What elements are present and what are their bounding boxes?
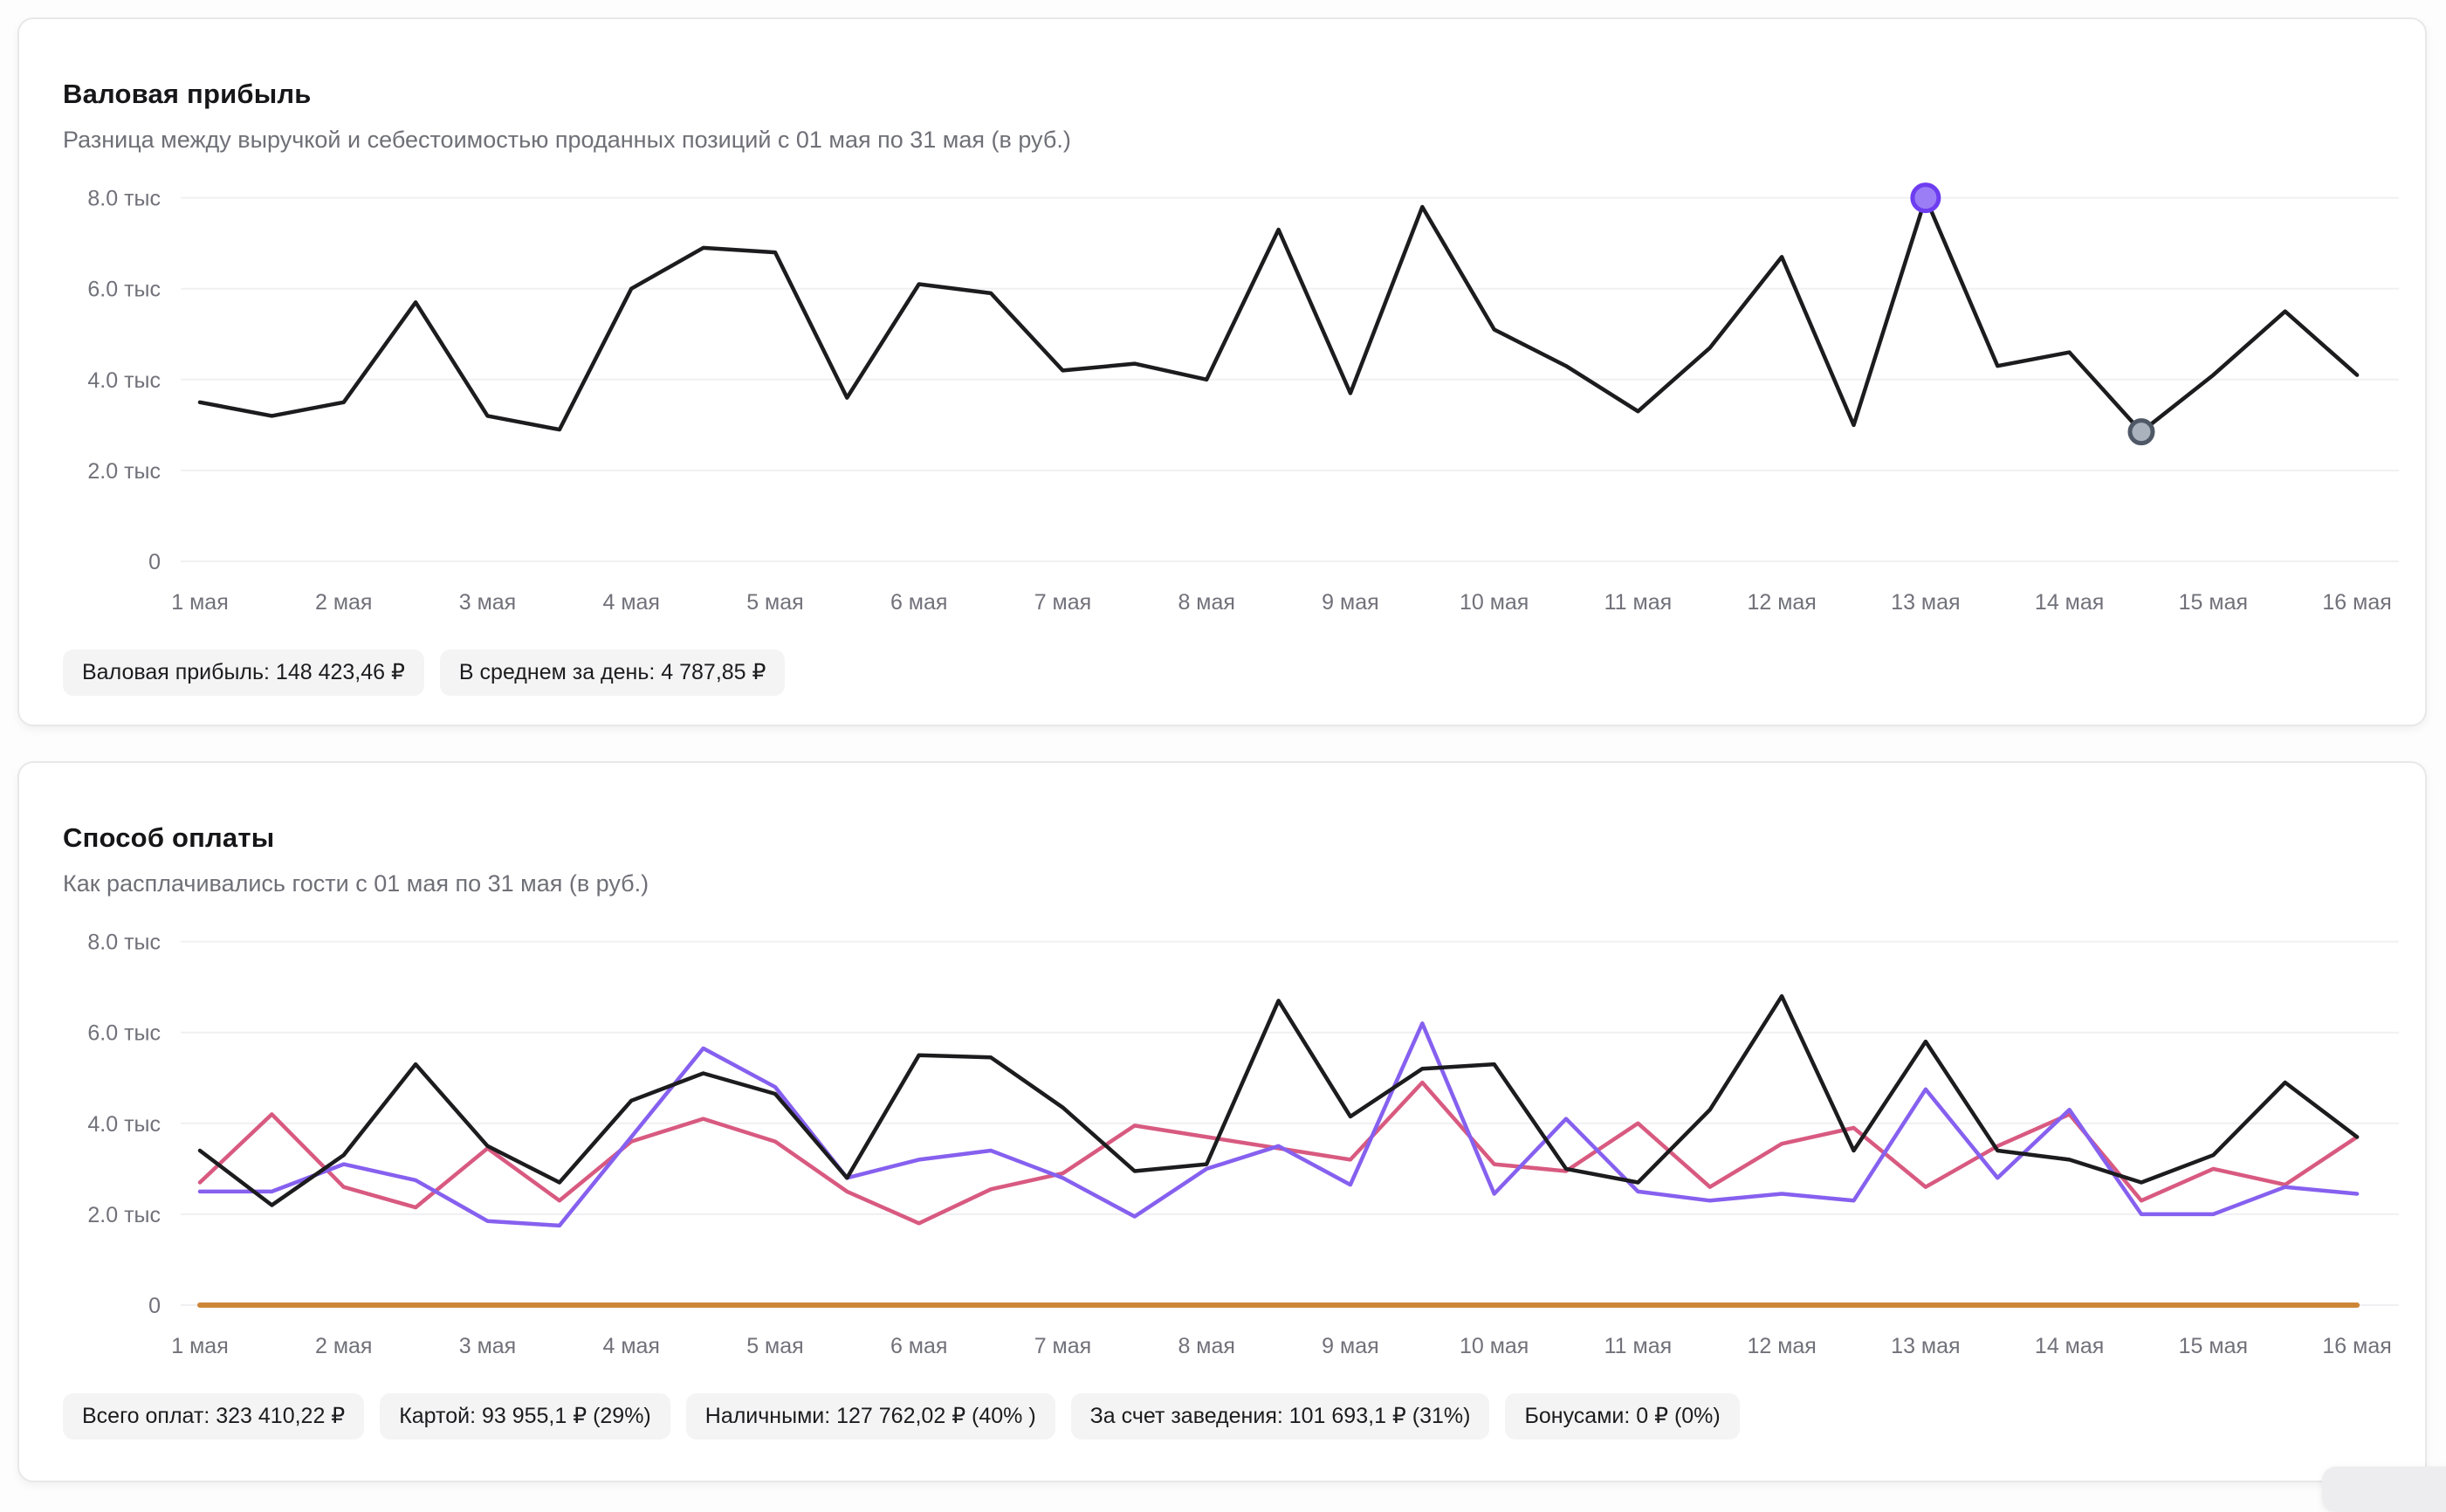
gross-profit-badges: Валовая прибыль: 148 423,46 ₽ В среднем … bbox=[63, 649, 786, 696]
svg-text:2 мая: 2 мая bbox=[315, 1334, 372, 1358]
svg-text:5 мая: 5 мая bbox=[746, 590, 803, 615]
svg-text:7 мая: 7 мая bbox=[1034, 1334, 1091, 1358]
total-gross-profit-badge: Валовая прибыль: 148 423,46 ₽ bbox=[63, 649, 424, 696]
svg-text:6 мая: 6 мая bbox=[890, 1334, 947, 1358]
svg-text:9 мая: 9 мая bbox=[1322, 590, 1378, 615]
svg-text:8.0 тыс: 8.0 тыс bbox=[87, 187, 161, 211]
house-account-badge: За счет заведения: 101 693,1 ₽ (31%) bbox=[1070, 1393, 1490, 1440]
card-payments-badge: Картой: 93 955,1 ₽ (29%) bbox=[380, 1393, 670, 1440]
svg-text:1 мая: 1 мая bbox=[171, 1334, 228, 1358]
svg-text:13 мая: 13 мая bbox=[1891, 590, 1960, 615]
gross-profit-chart[interactable]: 0 2.0 тыс 4.0 тыс 6.0 тыс 8.0 тыс 1 мая 2 мая 3… bbox=[19, 176, 2429, 648]
svg-text:11 мая: 11 мая bbox=[1604, 1334, 1673, 1358]
svg-text:16 мая: 16 мая bbox=[2322, 590, 2391, 615]
svg-text:2.0 тыс: 2.0 тыс bbox=[87, 459, 161, 484]
svg-text:8 мая: 8 мая bbox=[1178, 590, 1234, 615]
total-payments-badge: Всего оплат: 323 410,22 ₽ bbox=[63, 1393, 365, 1440]
svg-text:4 мая: 4 мая bbox=[602, 590, 659, 615]
payment-method-title: Способ оплаты bbox=[63, 821, 275, 853]
svg-text:2 мая: 2 мая bbox=[315, 590, 372, 615]
svg-text:0: 0 bbox=[148, 1294, 161, 1318]
gross-profit-card: Валовая прибыль Разница между выручкой и… bbox=[17, 17, 2427, 726]
svg-text:13 мая: 13 мая bbox=[1891, 1334, 1960, 1358]
svg-text:8 мая: 8 мая bbox=[1178, 1334, 1234, 1358]
payment-method-subtitle: Как расплачивались гости с 01 мая по 31 … bbox=[63, 870, 649, 897]
svg-text:11 мая: 11 мая bbox=[1604, 590, 1673, 615]
svg-text:14 мая: 14 мая bbox=[2035, 590, 2104, 615]
svg-text:4 мая: 4 мая bbox=[602, 1334, 659, 1358]
svg-text:12 мая: 12 мая bbox=[1747, 590, 1816, 615]
svg-text:10 мая: 10 мая bbox=[1460, 590, 1529, 615]
bottom-right-widget[interactable] bbox=[2322, 1467, 2446, 1512]
svg-text:0: 0 bbox=[148, 550, 161, 574]
svg-text:2.0 тыс: 2.0 тыс bbox=[87, 1203, 161, 1227]
svg-text:9 мая: 9 мая bbox=[1322, 1334, 1378, 1358]
svg-text:15 мая: 15 мая bbox=[2179, 590, 2248, 615]
svg-text:3 мая: 3 мая bbox=[459, 1334, 516, 1358]
bonus-payments-badge: Бонусами: 0 ₽ (0%) bbox=[1505, 1393, 1740, 1440]
payment-method-badges: Всего оплат: 323 410,22 ₽ Картой: 93 955… bbox=[63, 1393, 1740, 1440]
svg-text:4.0 тыс: 4.0 тыс bbox=[87, 1112, 161, 1137]
svg-text:4.0 тыс: 4.0 тыс bbox=[87, 368, 161, 393]
svg-text:6.0 тыс: 6.0 тыс bbox=[87, 1021, 161, 1046]
svg-text:1 мая: 1 мая bbox=[171, 590, 228, 615]
svg-text:6.0 тыс: 6.0 тыс bbox=[87, 278, 161, 302]
svg-text:16 мая: 16 мая bbox=[2322, 1334, 2391, 1358]
svg-text:6 мая: 6 мая bbox=[890, 590, 947, 615]
svg-text:12 мая: 12 мая bbox=[1747, 1334, 1816, 1358]
gross-profit-title: Валовая прибыль bbox=[63, 78, 312, 109]
gross-profit-subtitle: Разница между выручкой и себестоимостью … bbox=[63, 127, 1071, 153]
payment-method-card: Способ оплаты Как расплачивались гости с… bbox=[17, 761, 2427, 1482]
svg-text:5 мая: 5 мая bbox=[746, 1334, 803, 1358]
average-per-day-badge: В среднем за день: 4 787,85 ₽ bbox=[439, 649, 786, 696]
svg-text:3 мая: 3 мая bbox=[459, 590, 516, 615]
svg-text:7 мая: 7 мая bbox=[1034, 590, 1091, 615]
cash-payments-badge: Наличными: 127 762,02 ₽ (40% ) bbox=[685, 1393, 1055, 1440]
svg-text:8.0 тыс: 8.0 тыс bbox=[87, 931, 161, 955]
svg-text:14 мая: 14 мая bbox=[2035, 1334, 2104, 1358]
svg-text:10 мая: 10 мая bbox=[1460, 1334, 1529, 1358]
payment-method-chart[interactable]: 0 2.0 тыс 4.0 тыс 6.0 тыс 8.0 тыс 1 мая 2 мая 3… bbox=[19, 920, 2429, 1392]
svg-text:15 мая: 15 мая bbox=[2179, 1334, 2248, 1358]
